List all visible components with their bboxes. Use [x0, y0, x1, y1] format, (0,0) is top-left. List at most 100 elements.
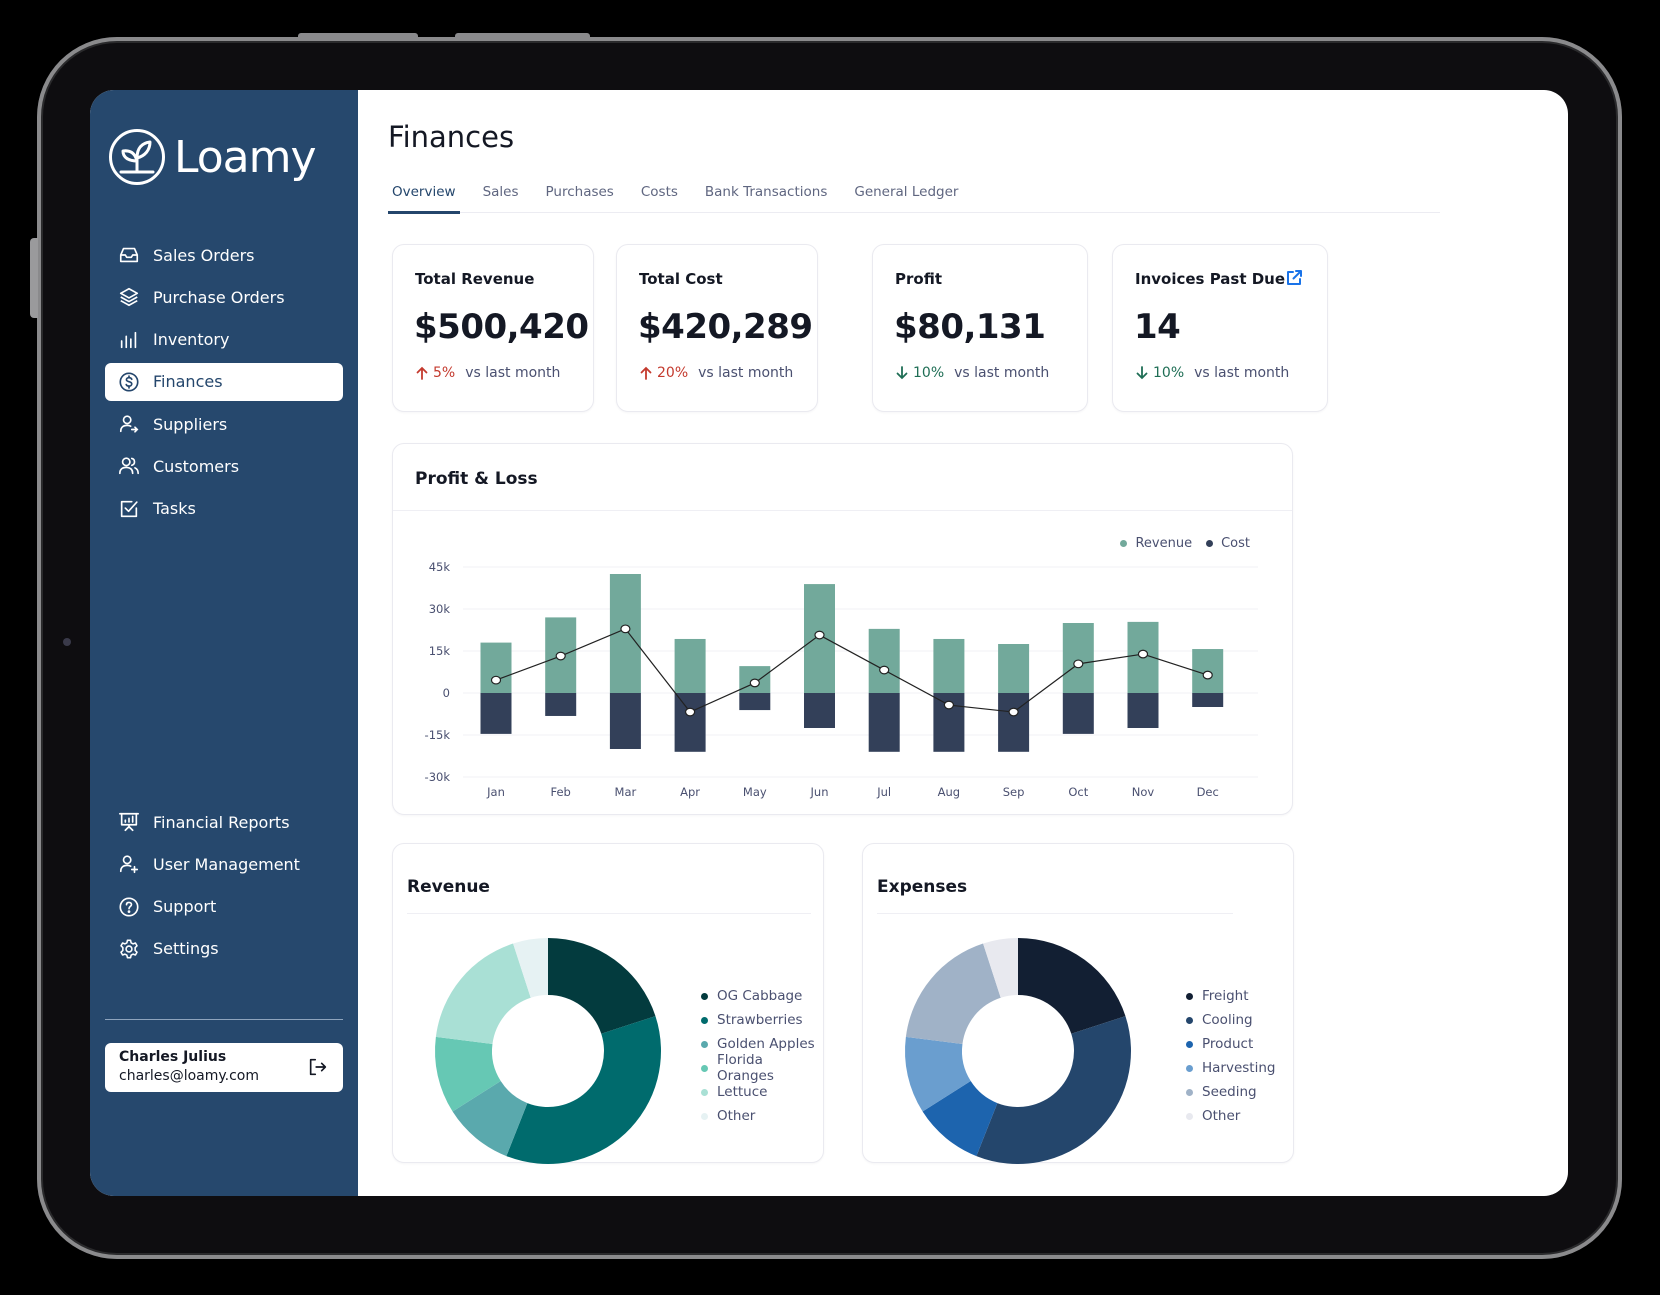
legend-dot [701, 1112, 708, 1120]
donut-slice[interactable] [983, 938, 1018, 998]
donut-slice[interactable] [506, 1016, 661, 1164]
cost-bar[interactable] [1062, 693, 1094, 734]
donut-slice[interactable] [548, 938, 656, 1034]
sidebar-item-financial-reports[interactable]: Financial Reports [105, 803, 343, 841]
users-icon [117, 454, 141, 478]
revenue-bar[interactable] [868, 628, 900, 693]
revenue-bar[interactable] [1062, 623, 1094, 693]
kpi-title: Total Revenue [415, 270, 535, 288]
donut-slice[interactable] [922, 1081, 998, 1157]
sidebar-item-label: Settings [153, 939, 219, 959]
sidebar-item-tasks[interactable]: Tasks [105, 490, 343, 528]
net-point[interactable] [1073, 659, 1084, 669]
sidebar-item-inventory[interactable]: Inventory [105, 321, 343, 359]
tablet-camera [63, 638, 71, 646]
revenue-legend: OG Cabbage Strawberries Golden Apples Flori… [701, 984, 823, 1128]
help-circle-icon [117, 895, 141, 919]
arrow-up-icon [416, 366, 428, 380]
donut-slice[interactable] [435, 1036, 501, 1112]
tab-purchases[interactable]: Purchases [545, 184, 614, 200]
x-tick-label: Mar [615, 785, 637, 799]
kpi-card-total-cost: Total Cost $420,289 20% vs last month [616, 244, 818, 412]
cost-bar[interactable] [609, 693, 641, 749]
tab-costs[interactable]: Costs [640, 184, 678, 200]
main-content: Finances Overview Sales Purchases Costs … [358, 90, 1568, 1196]
x-tick-label: Sep [1003, 785, 1025, 799]
kpi-value: $420,289 [638, 307, 813, 347]
sidebar-item-label: Support [153, 897, 217, 917]
revenue-bar[interactable] [480, 642, 512, 693]
cost-bar[interactable] [674, 693, 706, 752]
kpi-card-invoices-past-due: Invoices Past Due 14 10% vs last month [1112, 244, 1328, 412]
net-point[interactable] [814, 630, 825, 640]
user-card[interactable]: Charles Julius charles@loamy.com [105, 1043, 343, 1092]
kpi-delta-value: 5% [433, 365, 456, 381]
net-point[interactable] [620, 624, 631, 634]
sidebar-item-label: Financial Reports [153, 812, 290, 832]
tablet-side-button [30, 238, 38, 318]
legend-item: Golden Apples [701, 1032, 823, 1056]
legend-item: Other [1186, 1104, 1275, 1128]
donut-slice[interactable] [435, 943, 531, 1044]
sidebar-item-settings[interactable]: Settings [105, 930, 343, 968]
revenue-donut-chart [435, 938, 661, 1164]
kpi-delta-value: 20% [657, 365, 689, 381]
logo[interactable]: Loamy [108, 128, 317, 186]
legend-label-cost: Cost [1221, 536, 1250, 551]
net-point[interactable] [1137, 649, 1149, 659]
net-point[interactable] [685, 707, 696, 717]
net-point[interactable] [1202, 670, 1213, 680]
sidebar-item-label: Inventory [153, 330, 230, 350]
donut-slice[interactable] [976, 1016, 1131, 1164]
legend-label: Seeding [1202, 1084, 1257, 1100]
legend-label: Freight [1202, 988, 1249, 1004]
tab-bank-transactions[interactable]: Bank Transactions [704, 184, 828, 200]
cost-bar[interactable] [739, 693, 771, 711]
net-point[interactable] [879, 665, 890, 675]
revenue-bar[interactable] [933, 638, 965, 693]
cost-bar[interactable] [1127, 693, 1159, 728]
net-point[interactable] [943, 700, 955, 710]
tab-overview[interactable]: Overview [388, 178, 460, 214]
kpi-card-profit: Profit $80,131 10% vs last month [872, 244, 1088, 412]
sidebar-nav-main: Sales Orders Purchase Orders Inventory F… [105, 236, 343, 532]
legend-dot [701, 1040, 708, 1048]
section-title: Expenses [877, 877, 968, 897]
cost-bar[interactable] [480, 693, 512, 734]
donut-slice[interactable] [452, 1081, 528, 1157]
logout-icon[interactable] [307, 1056, 329, 1078]
net-point[interactable] [490, 675, 502, 685]
cost-bar[interactable] [804, 693, 835, 728]
sidebar-item-finances[interactable]: Finances [105, 362, 343, 401]
legend-item: OG Cabbage [701, 984, 823, 1008]
sidebar-item-purchase-orders[interactable]: Purchase Orders [105, 278, 343, 316]
donut-slice[interactable] [513, 938, 548, 998]
sidebar-item-label: Purchase Orders [153, 287, 285, 307]
cost-bar[interactable] [998, 693, 1030, 752]
tab-sales[interactable]: Sales [482, 184, 519, 200]
tab-general-ledger[interactable]: General Ledger [854, 184, 959, 200]
external-link-icon[interactable] [1285, 269, 1303, 287]
cost-bar[interactable] [545, 693, 577, 716]
kpi-delta: 5% vs last month [415, 365, 560, 381]
net-point[interactable] [749, 678, 760, 688]
x-tick-label: Oct [1068, 785, 1088, 799]
cost-bar[interactable] [1192, 693, 1224, 707]
cost-bar[interactable] [868, 693, 900, 752]
sidebar-item-support[interactable]: Support [105, 888, 343, 926]
sidebar-item-user-management[interactable]: User Management [105, 845, 343, 883]
kpi-value: 14 [1134, 307, 1181, 347]
sidebar-item-suppliers[interactable]: Suppliers [105, 405, 343, 443]
net-point[interactable] [1008, 707, 1019, 717]
x-tick-label: Apr [680, 785, 700, 799]
donut-slice[interactable] [1018, 938, 1126, 1034]
donut-slice[interactable] [905, 943, 1001, 1044]
revenue-bar[interactable] [998, 644, 1030, 693]
sidebar-item-sales-orders[interactable]: Sales Orders [105, 236, 343, 274]
sidebar-item-customers[interactable]: Customers [105, 447, 343, 485]
revenue-bar[interactable] [674, 638, 706, 693]
net-point[interactable] [555, 651, 566, 661]
donut-slice[interactable] [905, 1036, 971, 1112]
sprout-logo-icon [109, 129, 165, 185]
gear-icon [117, 937, 141, 961]
